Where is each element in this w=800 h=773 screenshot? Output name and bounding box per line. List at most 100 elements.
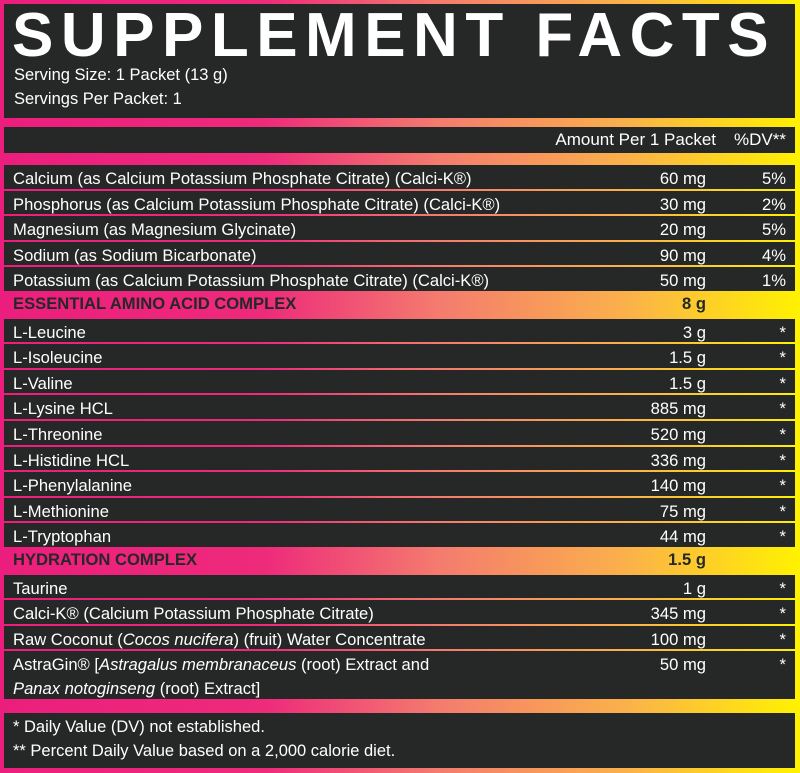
ingredient-name-part: L-Tryptophan [13,527,112,547]
ingredient-name-part: Calcium (as Calcium Potassium Phosphate … [13,169,472,188]
daily-value: * [779,578,786,598]
ingredient-name: ESSENTIAL AMINO ACID COMPLEX [13,293,296,315]
daily-value: 2% [762,194,786,214]
daily-value: * [779,629,786,649]
daily-value: * [779,450,786,470]
footnote-dv: * Daily Value (DV) not established. [13,718,265,736]
footnote-percent: ** Percent Daily Value based on a 2,000 … [13,742,396,760]
ingredient-name-part: Cocos nucifera [122,629,234,649]
ingredient-name-part: HYDRATION COMPLEX [13,549,198,569]
daily-value: * [779,655,786,675]
daily-value: * [779,424,786,444]
amount: 100 mg [650,629,706,649]
ingredient-name: Raw Coconut (Cocos nucifera) (fruit) Wat… [13,628,426,652]
section-header-row: ESSENTIAL AMINO ACID COMPLEX 8 g [4,293,795,317]
amount-header: Amount Per 1 Packet [555,130,716,149]
label-title: SUPPLEMENT FACTS [12,1,777,70]
table-row: Potassium (as Calcium Potassium Phosphat… [4,267,795,291]
header-panel: SUPPLEMENT FACTS Serving Size: 1 Packet … [4,1,795,118]
table-row: L-Valine 1.5 g * [4,369,795,396]
ingredient-name: L-Leucine [13,321,86,345]
daily-value: 5% [762,169,786,188]
table-row: L-Phenylalanine 140 mg * [4,472,795,496]
table-row: L-Leucine 3 g * [4,318,795,345]
daily-value: * [779,399,786,419]
ingredient-name: L-Isoleucine [13,346,102,370]
ingredient-name: Calcium (as Calcium Potassium Phosphate … [13,167,472,191]
nutrient-table: Calcium (as Calcium Potassium Phosphate … [4,165,795,701]
table-row: Raw Coconut (Cocos nucifera) (fruit) Wat… [4,625,795,652]
daily-value: * [779,527,786,547]
amount: 50 mg [659,655,706,675]
table-row: AstraGin® [Astragalus membranaceus (root… [4,651,795,701]
amount: 8 g [682,293,706,313]
ingredient-name-part: L-Isoleucine [13,348,103,368]
section-header-row: HYDRATION COMPLEX 1.5 g [4,549,795,573]
ingredient-name-part: Sodium (as Sodium Bicarbonate) [13,245,257,265]
daily-value: * [779,476,786,496]
amount: 3 g [682,322,706,342]
ingredient-name-part: Magnesium (as Magnesium Glycinate) [13,220,297,240]
ingredient-name-part: L-Lysine HCL [13,399,113,419]
amount: 1.5 g [669,348,706,368]
amount: 30 mg [659,194,706,214]
ingredient-name: L-Phenylalanine [13,474,132,498]
amount: 1.5 g [669,373,706,393]
ingredient-name-part: L-Valine [13,373,73,393]
table-row: L-Threonine 520 mg * [4,420,795,445]
ingredient-name: AstraGin® [Astragalus membranaceus (root… [13,653,429,701]
ingredient-name: HYDRATION COMPLEX [13,549,197,571]
ingredient-name: Phosphorus (as Calcium Potassium Phospha… [13,193,500,217]
ingredient-name-part: L-Histidine HCL [13,450,130,470]
table-row: L-Isoleucine 1.5 g * [4,344,795,368]
ingredient-name-part: L-Methionine [13,501,109,521]
ingredient-name: L-Valine [13,372,73,396]
ingredient-name: Magnesium (as Magnesium Glycinate) [13,218,296,242]
ingredient-name: Sodium (as Sodium Bicarbonate) [13,244,257,268]
amount: 75 mg [659,501,706,521]
ingredient-name: L-Lysine HCL [13,397,113,421]
ingredient-name-part: Raw Coconut ( [13,629,123,649]
ingredient-name: Calci-K® (Calcium Potassium Phosphate Ci… [13,602,374,626]
table-row: Calci-K® (Calcium Potassium Phosphate Ci… [4,600,795,624]
table-row: L-Tryptophan 44 mg * [4,523,795,547]
amount: 1.5 g [668,549,706,569]
daily-value: * [779,348,786,368]
ingredient-name-part: L-Phenylalanine [13,476,133,496]
table-row: L-Methionine 75 mg * [4,497,795,522]
ingredient-name: L-Tryptophan [13,525,111,549]
amount: 44 mg [659,527,706,547]
daily-value: 5% [762,220,786,240]
ingredient-name-part: AstraGin® [ [13,655,99,675]
ingredient-name-part: (root) Extract and [296,655,430,675]
ingredient-name-part: Calci-K® (Calcium Potassium Phosphate Ci… [13,604,374,624]
daily-value: 4% [762,245,786,265]
table-row: Taurine 1 g * [4,574,795,599]
table-row: Phosphorus (as Calcium Potassium Phospha… [4,190,795,217]
dv-header: %DV** [734,130,786,149]
ingredient-name: L-Histidine HCL [13,449,129,473]
ingredient-name-part: Taurine [13,578,68,598]
ingredient-name-part: ESSENTIAL AMINO ACID COMPLEX [13,293,297,313]
ingredient-name-part: (root) Extract] [155,679,261,699]
ingredient-name-part: L-Threonine [13,424,103,444]
ingredient-name-part: Potassium (as Calcium Potassium Phosphat… [13,271,490,291]
table-row: L-Lysine HCL 885 mg * [4,395,795,419]
amount: 140 mg [650,476,706,496]
ingredient-name-part: Phosphorus (as Calcium Potassium Phospha… [13,194,501,214]
daily-value: 1% [762,271,786,291]
amount: 336 mg [650,450,706,470]
daily-value: * [779,604,786,624]
table-row: Calcium (as Calcium Potassium Phosphate … [4,165,795,189]
table-row: Sodium (as Sodium Bicarbonate) 90 mg 4% [4,241,795,268]
ingredient-name-part: L-Leucine [13,322,86,342]
amount: 90 mg [659,245,706,265]
daily-value: * [779,322,786,342]
footnotes: * Daily Value (DV) not established. ** P… [4,713,795,768]
daily-value: * [779,501,786,521]
amount: 1 g [682,578,706,598]
ingredient-name-part: ) (fruit) Water Concentrate [233,629,426,649]
amount: 520 mg [650,424,706,444]
amount: 20 mg [659,220,706,240]
